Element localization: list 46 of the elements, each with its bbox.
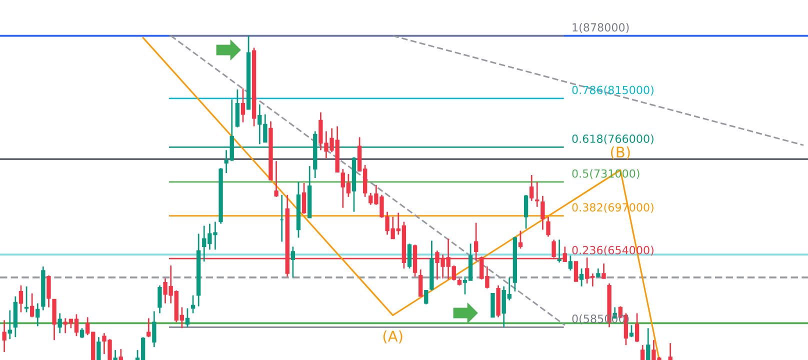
candlestick	[418, 268, 423, 298]
candlestick	[240, 88, 246, 124]
candlestick	[2, 320, 6, 353]
candlestick	[424, 290, 428, 306]
candlestick	[546, 216, 550, 238]
ref-line-label: 0.786(815000)	[572, 86, 654, 96]
candlestick	[96, 336, 101, 360]
candlestick	[640, 344, 645, 360]
candlestick	[530, 174, 534, 202]
candlestick	[524, 194, 528, 230]
candlestick	[158, 284, 162, 314]
candlestick	[668, 342, 672, 360]
candlestick	[634, 312, 640, 343]
candlestick	[602, 262, 606, 280]
candlestick	[36, 302, 40, 327]
candlestick	[540, 195, 545, 230]
candlestick	[235, 88, 240, 128]
candlestick	[535, 181, 540, 208]
candlestick	[490, 292, 495, 318]
annotation: (A)	[383, 330, 402, 344]
candlestick	[568, 254, 573, 272]
candlestick	[557, 238, 562, 264]
candlestick	[290, 246, 296, 278]
candlestick	[152, 310, 156, 348]
candlestick	[190, 294, 196, 314]
candlestick	[579, 268, 584, 288]
candlestick	[646, 327, 650, 360]
candlestick	[8, 310, 12, 340]
candlestick	[629, 324, 634, 338]
candlestick	[118, 348, 123, 360]
annotation: (B)	[610, 146, 630, 160]
candlestick	[46, 274, 51, 308]
ref-line-label: 1(878000)	[572, 22, 629, 33]
ref-line-label: 0.618(766000)	[572, 134, 654, 144]
candlestick	[18, 284, 24, 313]
candlestick	[146, 318, 151, 338]
candlestick	[302, 182, 306, 215]
candlestick	[113, 349, 118, 360]
candlestick	[518, 230, 523, 250]
candlestick	[58, 312, 62, 334]
candlestick	[274, 160, 278, 198]
candlestick	[30, 292, 34, 318]
candlestick	[574, 261, 578, 282]
candlestick	[407, 242, 412, 270]
candlestick	[185, 308, 190, 328]
candlestick	[80, 327, 84, 339]
